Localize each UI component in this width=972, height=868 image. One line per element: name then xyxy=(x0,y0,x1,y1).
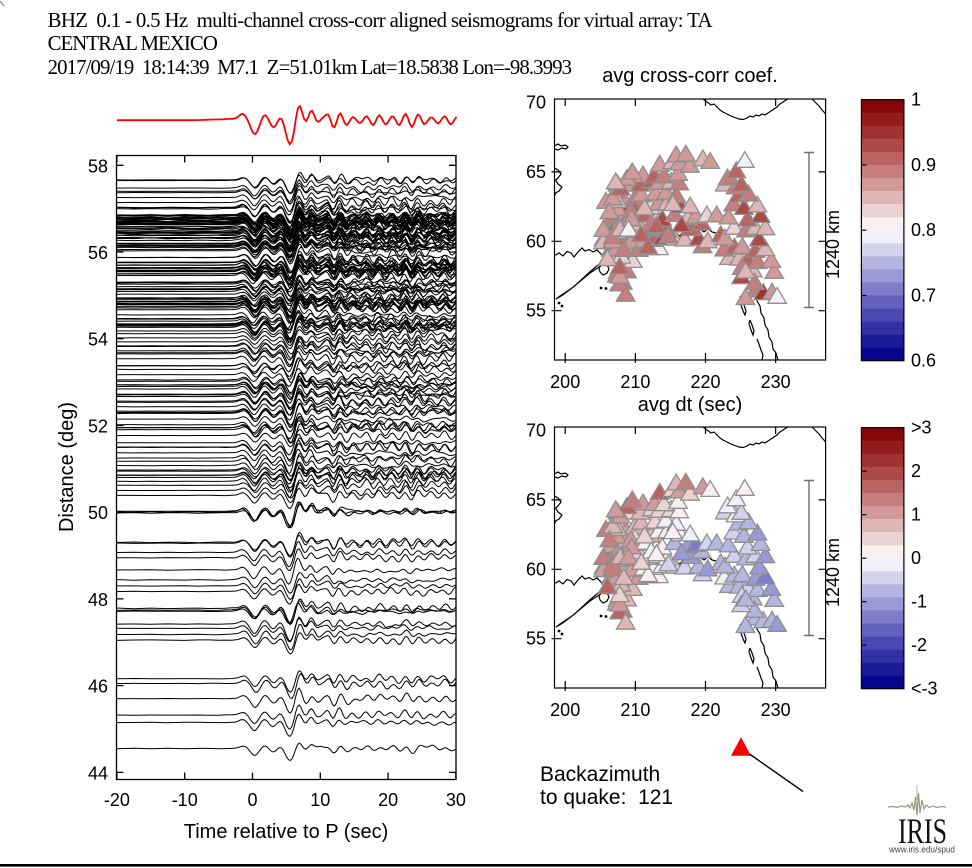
svg-text:0: 0 xyxy=(247,790,257,810)
svg-text:-1: -1 xyxy=(911,592,927,612)
svg-text:0.7: 0.7 xyxy=(911,285,936,305)
svg-text:48: 48 xyxy=(88,590,108,610)
svg-text:220: 220 xyxy=(690,372,720,392)
svg-text:60: 60 xyxy=(526,559,546,579)
svg-text:70: 70 xyxy=(526,93,546,113)
svg-text:54: 54 xyxy=(88,330,108,350)
svg-text:1: 1 xyxy=(911,505,921,525)
svg-text:Time relative to P (sec): Time relative to P (sec) xyxy=(184,821,389,843)
svg-text:200: 200 xyxy=(550,372,580,392)
svg-text:<-3: <-3 xyxy=(911,679,938,699)
svg-text:50: 50 xyxy=(88,503,108,523)
svg-text:IRIS: IRIS xyxy=(898,811,947,851)
svg-text:2: 2 xyxy=(911,461,921,481)
svg-text:0.8: 0.8 xyxy=(911,220,936,240)
svg-text:46: 46 xyxy=(88,677,108,697)
svg-text:0.9: 0.9 xyxy=(911,155,936,175)
svg-text:1240 km: 1240 km xyxy=(823,210,843,279)
svg-text:www.iris.edu/spud: www.iris.edu/spud xyxy=(888,845,955,855)
svg-text:55: 55 xyxy=(526,301,546,321)
svg-text:0.6: 0.6 xyxy=(911,351,936,371)
svg-text:220: 220 xyxy=(690,700,720,720)
svg-text:to quake: 121: to quake: 121 xyxy=(540,786,673,809)
svg-text:56: 56 xyxy=(88,243,108,263)
svg-text:-2: -2 xyxy=(911,635,927,655)
svg-text:55: 55 xyxy=(526,629,546,649)
svg-text:65: 65 xyxy=(526,162,546,182)
svg-text:avg dt (sec): avg dt (sec) xyxy=(638,394,742,416)
svg-text:10: 10 xyxy=(310,790,330,810)
svg-text:70: 70 xyxy=(526,421,546,441)
svg-text:60: 60 xyxy=(526,231,546,251)
svg-text:0: 0 xyxy=(911,548,921,568)
svg-text:30: 30 xyxy=(446,790,466,810)
svg-text:Distance (deg): Distance (deg) xyxy=(56,402,78,532)
svg-text:-20: -20 xyxy=(104,790,130,810)
svg-text:52: 52 xyxy=(88,416,108,436)
svg-text:210: 210 xyxy=(620,700,650,720)
svg-text:200: 200 xyxy=(550,700,580,720)
svg-text:230: 230 xyxy=(761,700,791,720)
svg-text:58: 58 xyxy=(88,156,108,176)
svg-text:>3: >3 xyxy=(911,418,932,438)
svg-text:1240 km: 1240 km xyxy=(823,538,843,607)
svg-text:20: 20 xyxy=(378,790,398,810)
svg-text:230: 230 xyxy=(761,372,791,392)
svg-text:1: 1 xyxy=(911,90,921,110)
svg-text:210: 210 xyxy=(620,372,650,392)
svg-text:avg cross-corr coef.: avg cross-corr coef. xyxy=(602,65,778,87)
svg-text:44: 44 xyxy=(88,763,108,783)
svg-text:65: 65 xyxy=(526,490,546,510)
svg-text:Backazimuth: Backazimuth xyxy=(540,763,660,786)
svg-text:-10: -10 xyxy=(172,790,198,810)
